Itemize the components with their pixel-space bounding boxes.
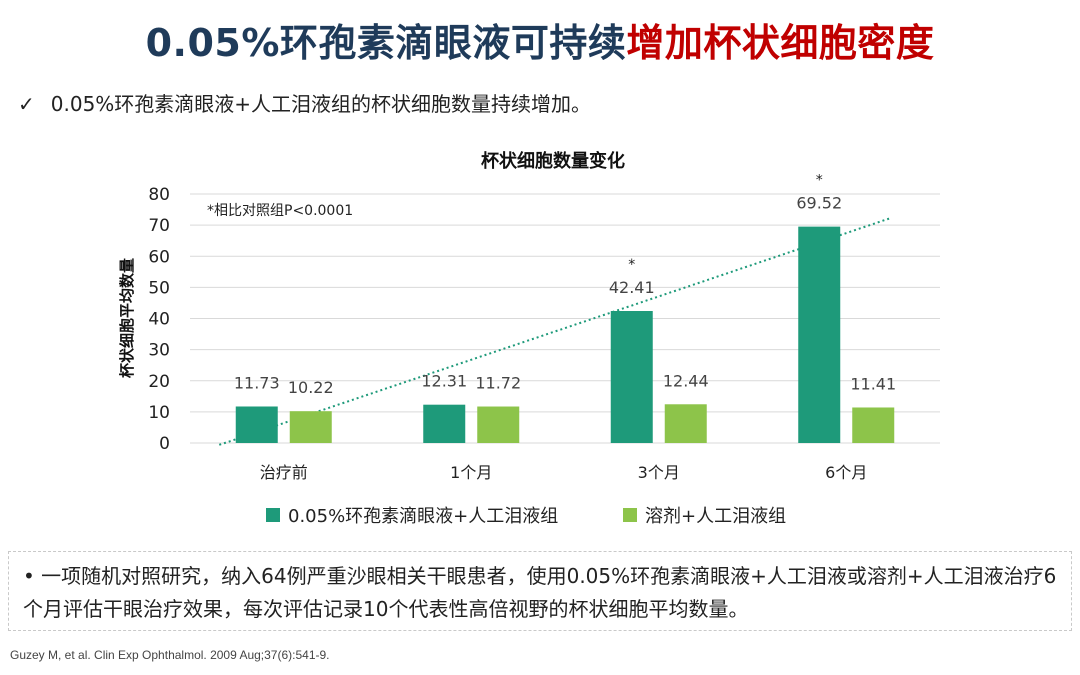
y-tick-label: 60: [148, 247, 170, 267]
bars: [235, 226, 895, 443]
data-label: 10.22: [288, 378, 334, 397]
chart-title: 杯状细胞数量变化: [481, 150, 625, 172]
goblet-cell-bar-chart: 杯状细胞数量变化 杯状细胞平均数量 *相比对照组P<0.0001 0 10 20 30…: [118, 150, 940, 527]
data-labels: 11.73 10.22 12.31 11.72 42.41 * 12.44 69.52 * 11.…: [234, 173, 896, 398]
legend-swatch-series-1: [266, 508, 280, 522]
y-axis-label: 杯状细胞平均数量: [118, 258, 136, 378]
y-tick-label: 50: [148, 278, 170, 298]
y-tick-label: 30: [148, 341, 170, 361]
bar-series-1: [423, 404, 466, 443]
x-tick-label: 治疗前: [260, 463, 308, 482]
bar-series-2: [664, 404, 707, 443]
title-highlight: 增加杯状细胞密度: [626, 21, 935, 65]
y-tick-labels: 0 10 20 30 40 50 60 70 80: [148, 185, 170, 454]
data-label: 69.52: [796, 194, 842, 213]
x-tick-labels: 治疗前 1个月 3个月 6个月: [260, 463, 868, 482]
x-tick-label: 3个月: [638, 463, 680, 482]
y-tick-label: 70: [148, 216, 170, 236]
y-tick-label: 0: [159, 434, 170, 454]
y-tick-label: 20: [148, 372, 170, 392]
significance-marker: *: [628, 257, 635, 273]
study-note: • 一项随机对照研究，纳入64例严重沙眼相关干眼患者，使用0.05%环孢素滴眼液…: [8, 551, 1072, 631]
key-finding-text: 0.05%环孢素滴眼液+人工泪液组的杯状细胞数量持续增加。: [50, 92, 592, 116]
trendline: [218, 217, 891, 446]
trendline-group: [218, 217, 891, 446]
x-tick-label: 6个月: [825, 463, 867, 482]
significance-note: *相比对照组P<0.0001: [207, 203, 353, 219]
data-label: 11.73: [234, 373, 280, 392]
bullet-icon: •: [23, 564, 35, 588]
significance-marker: *: [816, 173, 823, 189]
bar-series-2: [477, 406, 520, 443]
bar-series-1: [610, 310, 653, 443]
legend-swatch-series-2: [623, 508, 637, 522]
check-icon: ✓: [18, 92, 35, 116]
data-label: 42.41: [609, 278, 655, 297]
data-label: 11.41: [850, 374, 896, 393]
bar-series-2: [852, 407, 895, 443]
title-main: 0.05%环孢素滴眼液可持续: [145, 21, 627, 65]
page-title: 0.05%环孢素滴眼液可持续增加杯状细胞密度: [0, 12, 1080, 67]
y-tick-label: 80: [148, 185, 170, 205]
key-finding: ✓ 0.05%环孢素滴眼液+人工泪液组的杯状细胞数量持续增加。: [18, 88, 591, 117]
legend-label-series-1: 0.05%环孢素滴眼液+人工泪液组: [288, 506, 558, 527]
data-label: 12.31: [421, 372, 467, 391]
bar-series-2: [289, 411, 332, 443]
study-note-text: 一项随机对照研究，纳入64例严重沙眼相关干眼患者，使用0.05%环孢素滴眼液+人…: [23, 564, 1057, 621]
legend: 0.05%环孢素滴眼液+人工泪液组 溶剂+人工泪液组: [266, 506, 786, 527]
y-tick-label: 10: [148, 403, 170, 423]
bar-series-1: [235, 406, 278, 443]
y-tick-label: 40: [148, 310, 170, 330]
x-tick-label: 1个月: [450, 463, 492, 482]
data-label: 11.72: [475, 374, 521, 393]
bar-series-1: [798, 226, 841, 443]
reference: Guzey M, et al. Clin Exp Ophthalmol. 200…: [10, 648, 330, 662]
legend-label-series-2: 溶剂+人工泪液组: [645, 506, 786, 527]
data-label: 12.44: [663, 371, 709, 390]
